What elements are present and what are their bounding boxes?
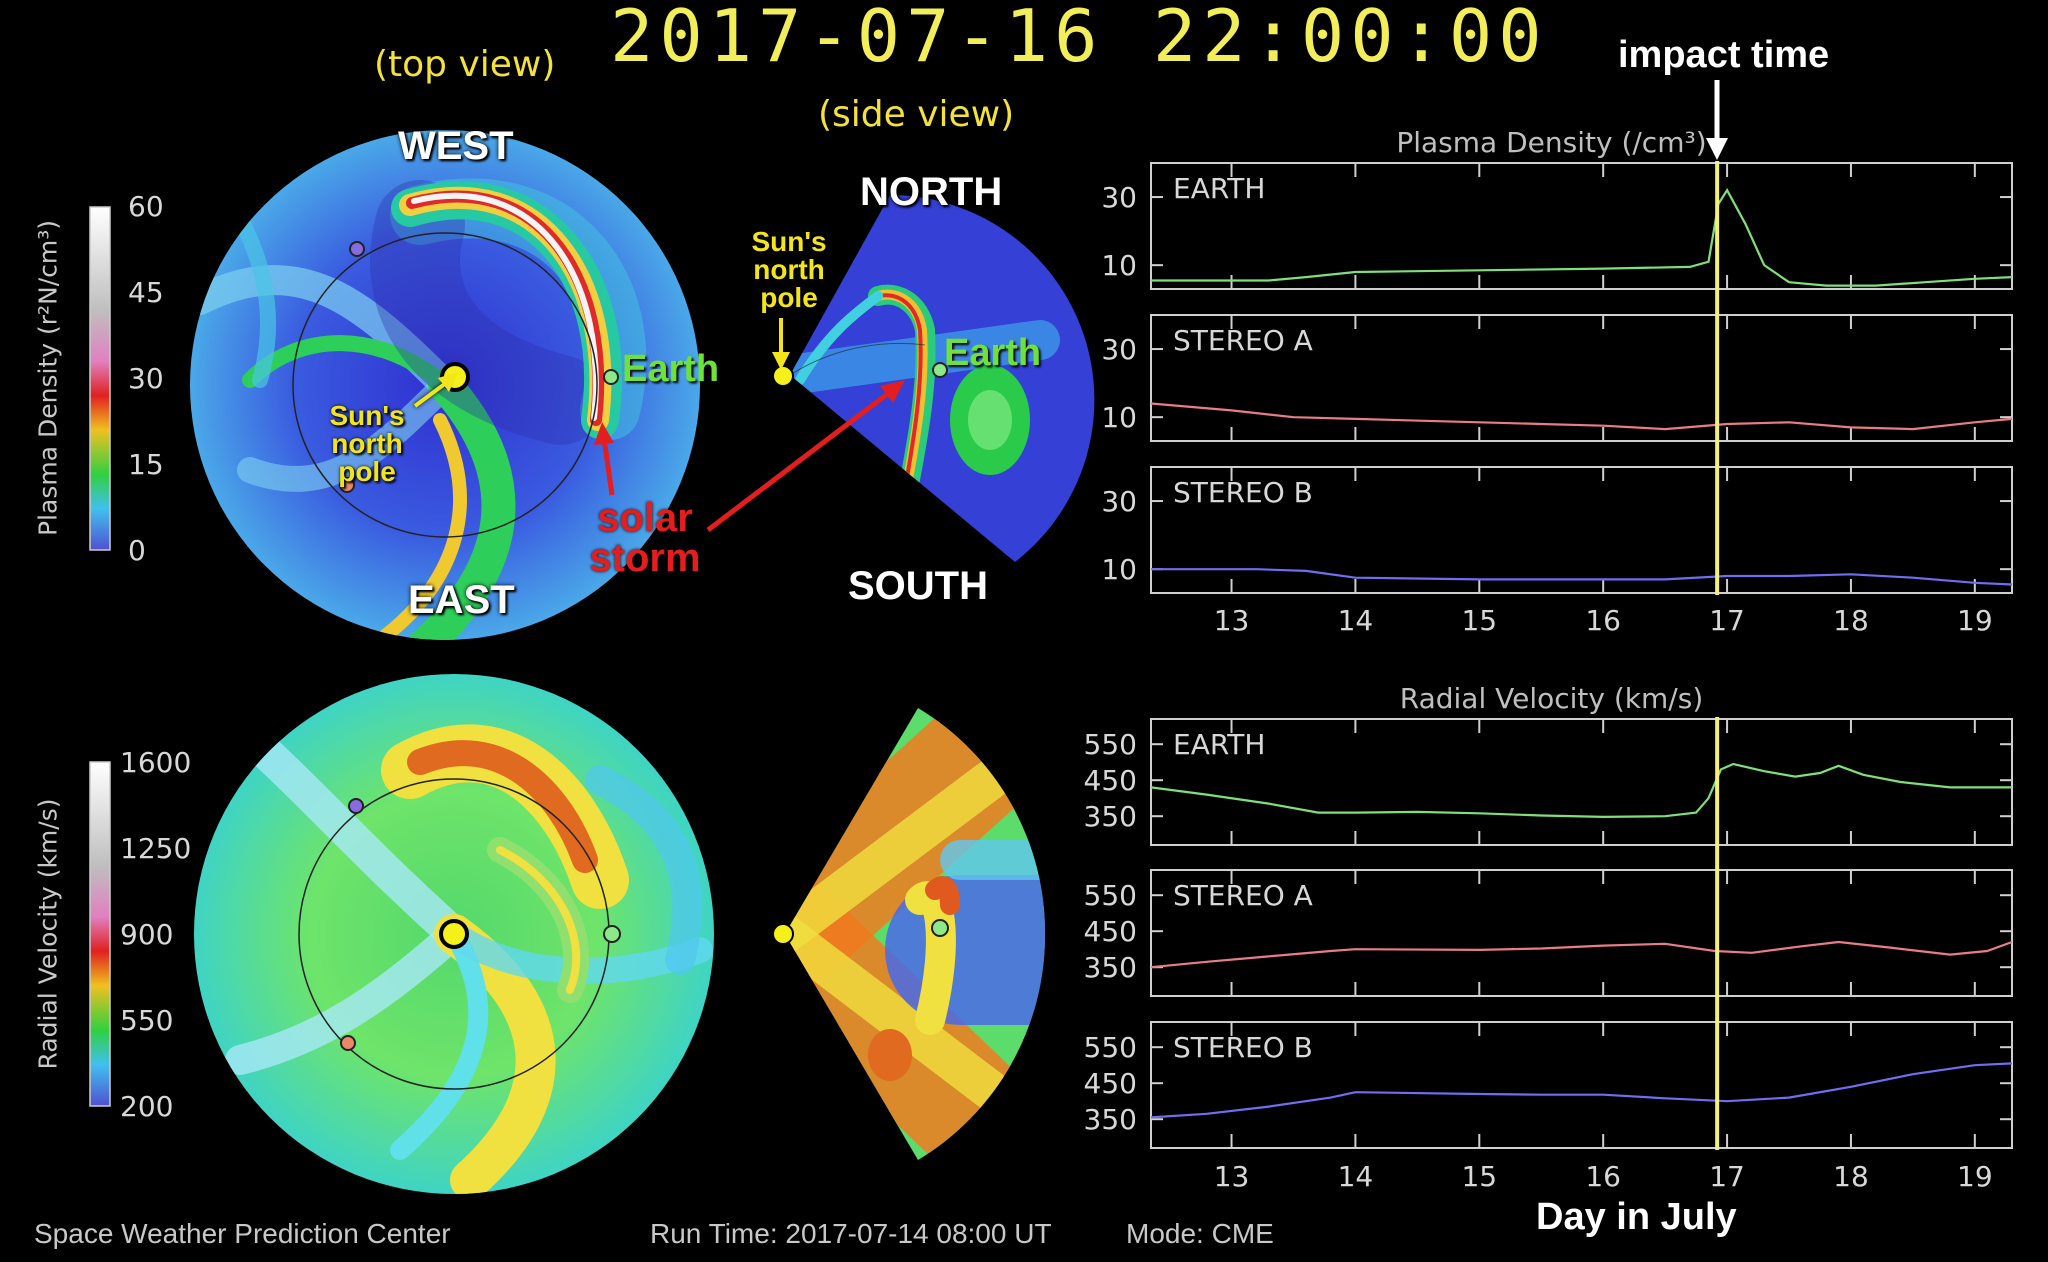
chart-title: Plasma Density (/cm³) — [1396, 126, 1706, 159]
y-tick-label: 30 — [1101, 181, 1137, 214]
impact-time-arrow — [1706, 80, 1728, 160]
y-tick-label: 10 — [1101, 401, 1137, 434]
footer-run-time: Run Time: 2017-07-14 08:00 UT — [650, 1218, 1052, 1249]
series-name-label: STEREO A — [1173, 324, 1313, 357]
panel-frame — [1150, 1021, 2013, 1149]
density-colorbar-tick: 45 — [128, 276, 164, 309]
sun-marker-velocity-side — [772, 923, 794, 945]
y-tick-label: 350 — [1084, 1103, 1137, 1136]
solar-storm-label: solar storm — [589, 496, 701, 580]
simulation-timestamp: 2017-07-16 22:00:00 — [610, 0, 1548, 78]
series-line-stereo-a — [1150, 402, 2013, 431]
y-tick-label: 450 — [1084, 915, 1137, 948]
direction-north: NORTH — [860, 170, 1003, 214]
earth-marker-density-top — [603, 369, 619, 385]
series-line-earth — [1151, 188, 2013, 287]
series-line-stereo-a — [1150, 940, 2013, 969]
x-tick-label: 15 — [1461, 604, 1497, 637]
earth-label-top: Earth — [622, 348, 720, 390]
velocity-colorbar-tick: 550 — [120, 1004, 174, 1037]
panel-frame — [1150, 314, 2013, 442]
sun-north-pole-label-side: Sun's north pole — [751, 226, 827, 313]
chart-title: Radial Velocity (km/s) — [1400, 682, 1704, 715]
x-tick-label: 16 — [1585, 1160, 1621, 1193]
x-tick-label: 18 — [1833, 604, 1869, 637]
earth-marker-velocity-top — [603, 925, 621, 943]
velocity-colorbar-label: Radial Velocity (km/s) — [33, 798, 63, 1070]
y-tick-label: 450 — [1084, 1067, 1137, 1100]
series-name-label: STEREO B — [1173, 476, 1313, 509]
earth-marker-velocity-side — [931, 919, 949, 937]
velocity-top-view-disk — [194, 674, 714, 1194]
density-colorbar-tick: 15 — [128, 448, 164, 481]
series-name-label: STEREO B — [1173, 1031, 1313, 1064]
series-line-stereo-b — [1150, 1062, 2013, 1119]
impact-time-label: impact time — [1618, 34, 1830, 76]
series-name-label: STEREO A — [1173, 879, 1313, 912]
direction-east: EAST — [408, 578, 515, 622]
sun-north-pole-label-top: Sun's north pole — [329, 400, 405, 487]
x-tick-label: 14 — [1338, 604, 1374, 637]
y-tick-label: 550 — [1084, 879, 1137, 912]
sun-pole-arrow-side — [772, 318, 790, 370]
x-tick-label: 18 — [1833, 1160, 1869, 1193]
direction-south: SOUTH — [848, 564, 988, 608]
footer-center-name: Space Weather Prediction Center — [34, 1218, 451, 1249]
x-tick-label: 19 — [1957, 604, 1993, 637]
x-axis-label: Day in July — [1536, 1196, 1737, 1238]
y-tick-label: 30 — [1101, 333, 1137, 366]
y-tick-label: 450 — [1084, 764, 1137, 797]
x-tick-label: 17 — [1709, 1160, 1745, 1193]
top-view-label: (top view) — [374, 44, 556, 85]
earth-marker-density-side — [932, 362, 948, 378]
x-tick-label: 13 — [1214, 604, 1250, 637]
x-tick-label: 15 — [1461, 1160, 1497, 1193]
velocity-colorbar-tick: 900 — [120, 918, 174, 951]
panel-frame — [1150, 466, 2013, 594]
x-tick-label: 16 — [1585, 604, 1621, 637]
velocity-colorbar-tick: 1600 — [120, 746, 192, 779]
y-tick-label: 350 — [1084, 951, 1137, 984]
sun-marker-velocity-top — [439, 919, 469, 949]
x-tick-label: 17 — [1709, 604, 1745, 637]
density-colorbar-tick: 60 — [128, 190, 164, 223]
y-tick-label: 350 — [1084, 800, 1137, 833]
series-name-label: EARTH — [1173, 728, 1265, 761]
y-tick-label: 10 — [1101, 553, 1137, 586]
velocity-colorbar-tick: 1250 — [120, 832, 192, 865]
density-colorbar — [89, 206, 111, 551]
solar-storm-arrow-side — [706, 380, 905, 532]
series-name-label: EARTH — [1173, 172, 1265, 205]
panel-frame — [1150, 162, 2013, 290]
series-line-stereo-b — [1151, 568, 2013, 586]
velocity-colorbar-tick: 200 — [120, 1090, 174, 1123]
y-tick-label: 550 — [1084, 1031, 1137, 1064]
density-colorbar-label: Plasma Density (r²N/cm³) — [33, 219, 63, 537]
velocity-side-view-wedge — [785, 708, 1046, 1160]
x-tick-label: 13 — [1214, 1160, 1250, 1193]
panel-frame — [1150, 869, 2013, 997]
velocity-colorbar — [89, 761, 111, 1107]
density-side-view-wedge — [789, 195, 1095, 562]
x-tick-label: 14 — [1338, 1160, 1374, 1193]
side-view-label: (side view) — [818, 94, 1015, 135]
earth-label-side: Earth — [944, 332, 1042, 374]
solar-storm-arrow-top — [594, 422, 615, 496]
panel-frame — [1150, 718, 2013, 846]
density-colorbar-tick: 30 — [128, 362, 164, 395]
y-tick-label: 550 — [1084, 728, 1137, 761]
x-tick-label: 19 — [1957, 1160, 1993, 1193]
sun-pole-arrow-top — [413, 372, 458, 408]
y-tick-label: 30 — [1101, 485, 1137, 518]
footer-mode: Mode: CME — [1126, 1218, 1274, 1249]
y-tick-label: 10 — [1101, 249, 1137, 282]
density-colorbar-tick: 0 — [128, 534, 146, 567]
direction-west: WEST — [398, 124, 514, 168]
series-line-earth — [1150, 762, 2012, 819]
